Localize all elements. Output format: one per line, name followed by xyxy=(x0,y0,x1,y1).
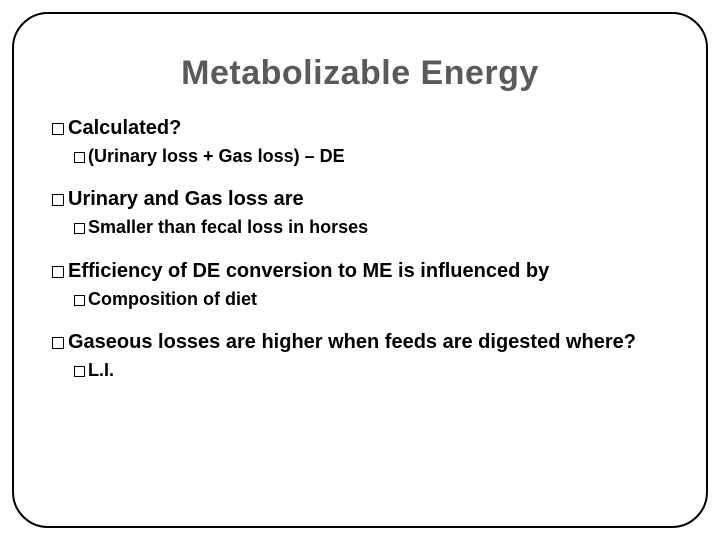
square-bullet-icon xyxy=(74,223,85,234)
slide-frame: Metabolizable Energy Calculated? (Urinar… xyxy=(12,12,708,528)
bullet-l1-text: Calculated? xyxy=(68,117,181,139)
bullet-group: Urinary and Gas loss are Smaller than fe… xyxy=(44,186,676,239)
bullet-level2: L.I. xyxy=(44,358,676,382)
slide: Metabolizable Energy Calculated? (Urinar… xyxy=(0,0,720,540)
bullet-level1: Calculated? xyxy=(44,115,676,142)
bullet-l2-text: Smaller than fecal loss in horses xyxy=(88,217,368,237)
bullet-l1-text: Urinary and Gas loss are xyxy=(68,188,304,210)
bullet-group: Gaseous losses are higher when feeds are… xyxy=(44,329,676,382)
bullet-level1: Efficiency of DE conversion to ME is inf… xyxy=(44,258,676,285)
bullet-group: Calculated? (Urinary loss + Gas loss) – … xyxy=(44,115,676,168)
bullet-l2-text: Composition of diet xyxy=(88,289,257,309)
square-bullet-icon xyxy=(52,194,64,206)
bullet-level1: Gaseous losses are higher when feeds are… xyxy=(44,329,676,356)
square-bullet-icon xyxy=(74,295,85,306)
square-bullet-icon xyxy=(52,123,64,135)
square-bullet-icon xyxy=(52,337,64,349)
square-bullet-icon xyxy=(74,366,85,377)
square-bullet-icon xyxy=(74,152,85,163)
bullet-l2-text: L.I. xyxy=(88,360,114,380)
bullet-level2: Composition of diet xyxy=(44,287,676,311)
bullet-l2-text: (Urinary loss + Gas loss) – DE xyxy=(88,146,345,166)
slide-title: Metabolizable Energy xyxy=(44,54,676,93)
square-bullet-icon xyxy=(52,266,64,278)
bullet-level2: Smaller than fecal loss in horses xyxy=(44,215,676,239)
bullet-l1-text: Efficiency of DE conversion to ME is inf… xyxy=(68,260,549,282)
bullet-group: Efficiency of DE conversion to ME is inf… xyxy=(44,258,676,311)
bullet-level2: (Urinary loss + Gas loss) – DE xyxy=(44,144,676,168)
bullet-l1-text: Gaseous losses are higher when feeds are… xyxy=(68,331,636,353)
bullet-level1: Urinary and Gas loss are xyxy=(44,186,676,213)
